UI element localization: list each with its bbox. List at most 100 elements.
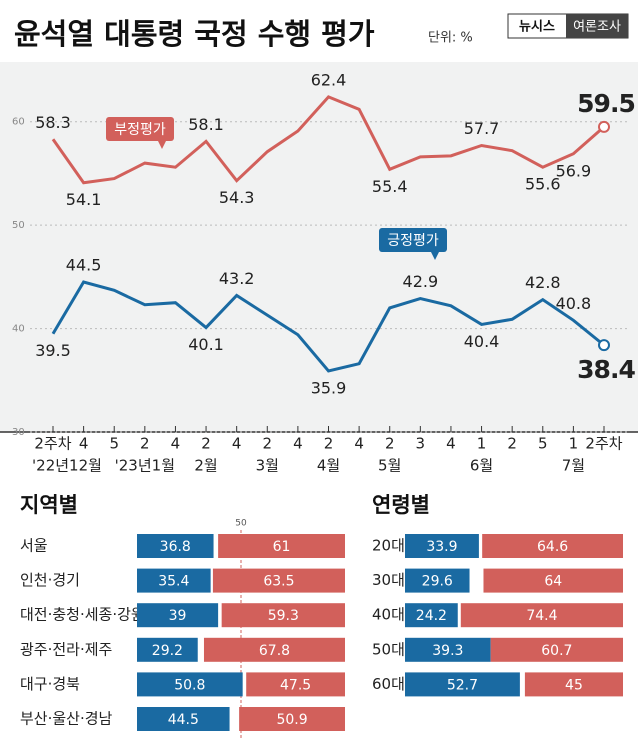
value-label: 43.2: [219, 269, 255, 288]
bar-segment: [221, 603, 345, 628]
value-label: 29.2: [152, 643, 183, 659]
x-tick-label: 2주차: [34, 435, 71, 453]
x-tick-label: 5: [538, 435, 548, 453]
value-label: 58.3: [35, 113, 71, 132]
bar-segment: [483, 568, 623, 593]
category-label: 부산·울산·경남: [20, 710, 113, 728]
value-label: 35.9: [311, 378, 347, 397]
value-label: 63.5: [263, 574, 294, 590]
bar-segment: [203, 637, 345, 662]
category-label: 광주·전라·제주: [20, 640, 112, 658]
value-label: 40.8: [556, 294, 592, 313]
x-tick-label: 2: [324, 435, 334, 453]
bar-segment: [246, 672, 345, 697]
x-tick-label: 4: [232, 435, 242, 453]
x-tick-label: 4: [171, 435, 181, 453]
value-label: 54.1: [66, 190, 102, 209]
value-label: 50.9: [276, 712, 307, 728]
value-label: 44.5: [66, 256, 102, 275]
bar-segment: [460, 603, 623, 628]
x-tick-label: 50: [235, 519, 247, 529]
line-series: [51, 95, 605, 185]
y-tick-label: 30: [12, 427, 25, 438]
bar-segment: [490, 637, 623, 662]
series-tag-box: [379, 228, 447, 252]
x-tick-label: 2주차: [585, 435, 622, 453]
value-label: 74.4: [526, 608, 557, 624]
panel-title: 연령별: [372, 493, 430, 517]
chart-title: 윤석열 대통령 국정 수행 평가: [14, 17, 375, 51]
x-tick-label: 2: [263, 435, 273, 453]
bar-segment: [239, 707, 345, 731]
bar-segment: [405, 637, 491, 662]
bar-segment: [137, 707, 230, 731]
bar-segment: [137, 568, 211, 593]
month-label: 6월: [470, 457, 493, 475]
value-label: 57.7: [464, 119, 500, 138]
bar-segment: [218, 534, 345, 558]
x-tick-label: 1: [477, 435, 487, 453]
value-label: 36.8: [160, 539, 191, 555]
bar-segment: [137, 637, 198, 662]
series-tag-pointer: [158, 141, 166, 149]
category-label: 50대: [372, 640, 405, 658]
x-tick-label: 4: [293, 435, 303, 453]
bar-segment: [137, 534, 214, 558]
value-label: 39.5: [35, 341, 71, 360]
y-tick-label: 50: [12, 220, 25, 231]
value-label: 39: [169, 608, 187, 624]
value-label: 59.5: [577, 89, 635, 118]
bar-segment: [405, 672, 520, 697]
value-label: 62.4: [311, 70, 347, 89]
month-label: 5월: [378, 457, 401, 475]
plot-background: [0, 62, 638, 432]
value-label: 60.7: [541, 643, 572, 659]
end-marker: [598, 120, 610, 133]
panel-title: 지역별: [20, 493, 78, 517]
x-tick-label: 4: [79, 435, 89, 453]
value-label: 40.1: [188, 335, 224, 354]
legend-label: 부정평가: [114, 122, 166, 138]
value-label: 42.8: [525, 273, 561, 292]
value-label: 24.2: [416, 608, 447, 624]
value-label: 40.4: [464, 332, 500, 351]
category-label: 서울: [20, 537, 48, 555]
category-label: 인천·경기: [20, 571, 80, 589]
brand-tag-box: [566, 14, 628, 38]
series-tag-box: [106, 117, 174, 141]
brand: 뉴시스: [519, 20, 555, 35]
value-label: 42.9: [403, 272, 439, 291]
x-tick-label: 1: [569, 435, 579, 453]
value-label: 56.9: [556, 161, 592, 180]
value-label: 44.5: [168, 712, 199, 728]
bar-segment: [137, 672, 243, 697]
value-label: 39.3: [432, 643, 463, 659]
bar-segment: [524, 672, 623, 697]
month-label: 4월: [317, 457, 340, 475]
value-label: 67.8: [259, 643, 290, 659]
x-tick-label: 2: [507, 435, 517, 453]
line-series: [51, 280, 605, 373]
bar-segment: [405, 568, 470, 593]
value-label: 55.4: [372, 177, 408, 196]
value-label: 54.3: [219, 188, 255, 207]
value-label: 33.9: [426, 539, 457, 555]
value-label: 55.6: [525, 175, 561, 194]
value-label: 47.5: [280, 677, 311, 693]
bar-segment: [482, 534, 623, 558]
x-tick-label: 2: [201, 435, 211, 453]
month-label: 2월: [194, 457, 217, 475]
unit-label: 단위: %: [428, 31, 473, 46]
category-label: 40대: [372, 606, 405, 624]
legend-label: 긍정평가: [387, 233, 439, 249]
month-label: 3월: [256, 457, 279, 475]
bar-segment: [212, 568, 345, 593]
value-label: 45: [565, 677, 583, 693]
x-tick-label: 2: [140, 435, 150, 453]
month-label: 7월: [562, 457, 585, 475]
y-tick-label: 60: [12, 117, 25, 128]
x-tick-label: 5: [109, 435, 119, 453]
value-label: 35.4: [158, 574, 189, 590]
end-marker: [598, 339, 610, 352]
